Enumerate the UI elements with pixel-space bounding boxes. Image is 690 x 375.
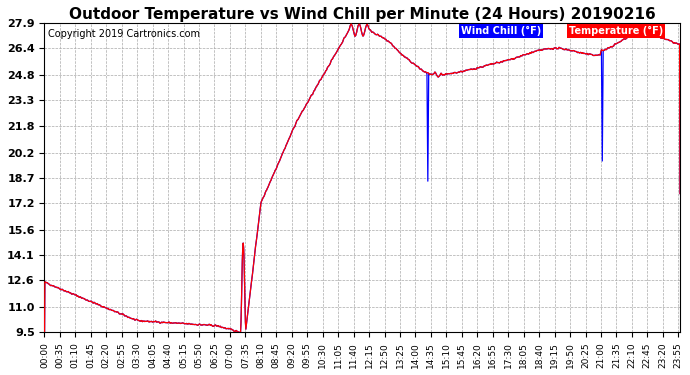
Text: Wind Chill (°F): Wind Chill (°F) xyxy=(461,26,541,36)
Text: Temperature (°F): Temperature (°F) xyxy=(569,26,663,36)
Text: Copyright 2019 Cartronics.com: Copyright 2019 Cartronics.com xyxy=(48,29,199,39)
Title: Outdoor Temperature vs Wind Chill per Minute (24 Hours) 20190216: Outdoor Temperature vs Wind Chill per Mi… xyxy=(69,7,656,22)
